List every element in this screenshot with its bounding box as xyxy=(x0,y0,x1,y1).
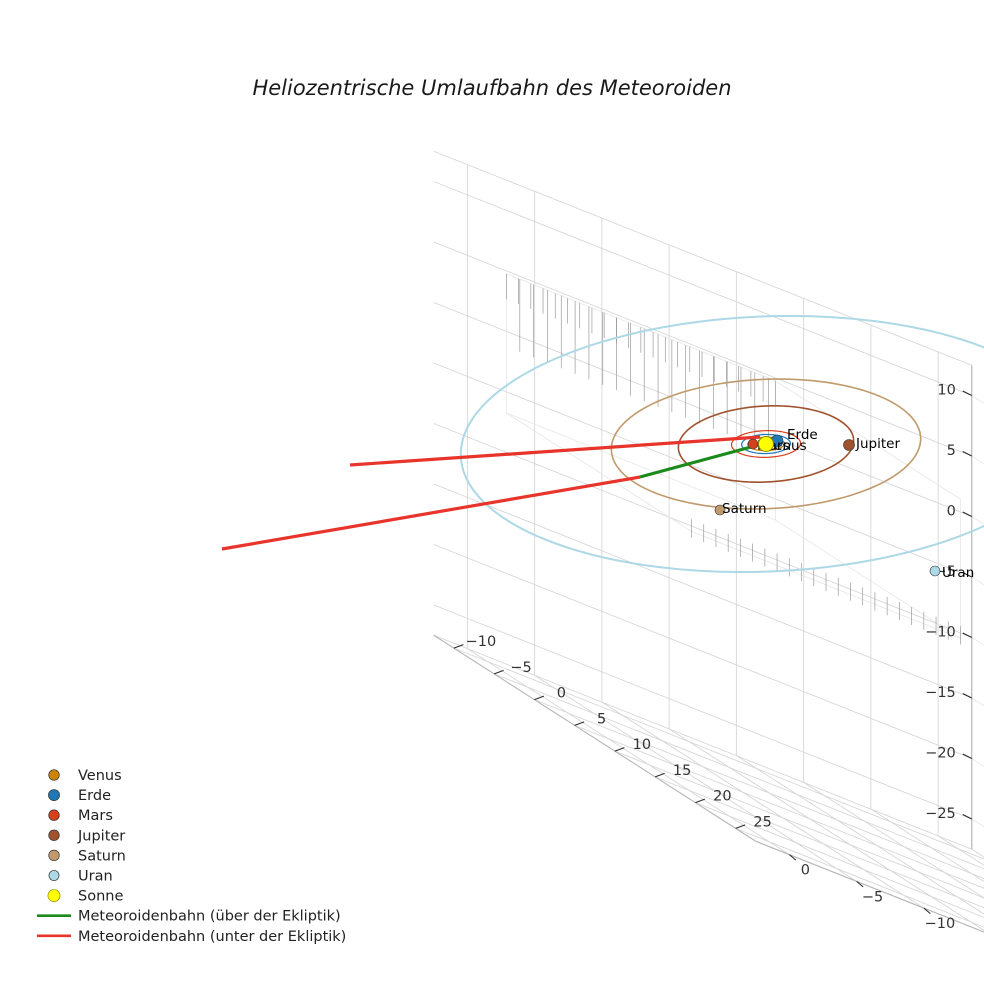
planet-marker-mars xyxy=(747,438,759,450)
x-tick-label: −10 xyxy=(925,916,956,932)
legend-marker-mars xyxy=(48,809,60,821)
z-tick-label: −20 xyxy=(925,746,956,762)
meteoroid-trajectory xyxy=(221,435,763,551)
trajectory-below-ecliptic-lower xyxy=(221,475,641,551)
x-tick-label: −5 xyxy=(862,889,883,905)
planet-orbits xyxy=(459,314,984,574)
legend: Venus Erde Mars Jupiter Saturn Uran Sonne Meteo… xyxy=(37,768,346,945)
legend-item-meteoroidenbahn[interactable]: Meteoroidenbahn (über der Ekliptik) xyxy=(37,909,341,925)
legend-marker-uran xyxy=(48,870,60,881)
legend-marker-erde xyxy=(48,789,60,801)
trajectory-below-ecliptic-upper xyxy=(349,435,761,467)
orbit-saturn xyxy=(610,378,922,510)
legend-label: Meteoroidenbahn (über der Ekliptik) xyxy=(78,909,341,925)
legend-marker-jupiter xyxy=(48,829,60,841)
z-tick-label: −25 xyxy=(925,806,956,822)
y-tick-label: 25 xyxy=(753,814,771,830)
planet-label-uran: Uran xyxy=(942,565,974,581)
planet-marker-uran xyxy=(929,565,941,577)
legend-label: Meteoroidenbahn (unter der Ekliptik) xyxy=(78,929,346,945)
trajectory-above-ecliptic xyxy=(639,442,763,479)
z-tick-label: −10 xyxy=(925,625,956,641)
legend-item-jupiter[interactable]: Jupiter xyxy=(48,828,126,844)
legend-label: Sonne xyxy=(78,889,123,905)
legend-label: Jupiter xyxy=(77,828,125,844)
legend-label: Erde xyxy=(78,788,111,804)
page-title: Heliozentrische Umlaufbahn des Meteoroid… xyxy=(252,76,731,100)
orbit-jupiter xyxy=(677,404,855,484)
y-tick-label: 15 xyxy=(673,763,691,779)
z-tick-label: 10 xyxy=(937,383,955,399)
legend-item-meteoroidenbahn[interactable]: Meteoroidenbahn (unter der Ekliptik) xyxy=(37,929,346,945)
legend-item-venus[interactable]: Venus xyxy=(48,768,122,784)
z-tick-label: 5 xyxy=(947,443,956,459)
y-tick-label: −5 xyxy=(510,660,531,676)
orbit-erde xyxy=(741,433,791,455)
planet-marker-jupiter xyxy=(843,439,855,451)
y-tick-label: 5 xyxy=(597,711,606,727)
y-tick-label: 20 xyxy=(713,789,731,805)
planet-marker-sonne xyxy=(758,436,774,452)
axis-spines xyxy=(433,365,984,933)
legend-marker-venus xyxy=(48,769,60,781)
legend-label: Uran xyxy=(78,869,113,885)
orbit-uran xyxy=(459,314,984,574)
y-tick-label: 0 xyxy=(557,686,566,702)
legend-marker-saturn xyxy=(48,849,60,862)
legend-marker-sonne xyxy=(47,889,61,902)
legend-item-saturn[interactable]: Saturn xyxy=(48,848,126,864)
legend-item-mars[interactable]: Mars xyxy=(48,808,113,824)
planet-label-saturn: Saturn xyxy=(722,501,767,517)
legend-item-erde[interactable]: Erde xyxy=(48,788,111,804)
y-tick-label: −10 xyxy=(466,634,497,650)
orbit-mars xyxy=(730,430,802,458)
y-tick-label: 10 xyxy=(633,737,651,753)
z-tick-label: −5 xyxy=(934,564,955,580)
planet-label-jupiter: Jupiter xyxy=(855,436,900,452)
legend-item-sonne[interactable]: Sonne xyxy=(47,889,124,905)
tick-labels: 1050−5−10−15−20−25−35−30−25−20−15−10−50−… xyxy=(466,383,956,933)
planet-marker-saturn xyxy=(714,504,726,516)
legend-item-uran[interactable]: Uran xyxy=(48,869,113,885)
legend-label: Venus xyxy=(78,768,122,784)
x-tick-label: 0 xyxy=(801,863,810,879)
legend-label: Mars xyxy=(78,808,113,824)
planet-label-erde: Erde xyxy=(787,427,818,443)
z-tick-label: 0 xyxy=(947,504,956,520)
axes-grid xyxy=(433,150,984,933)
z-tick-label: −15 xyxy=(925,685,956,701)
legend-label: Saturn xyxy=(78,848,126,864)
grid-stems xyxy=(505,273,961,645)
